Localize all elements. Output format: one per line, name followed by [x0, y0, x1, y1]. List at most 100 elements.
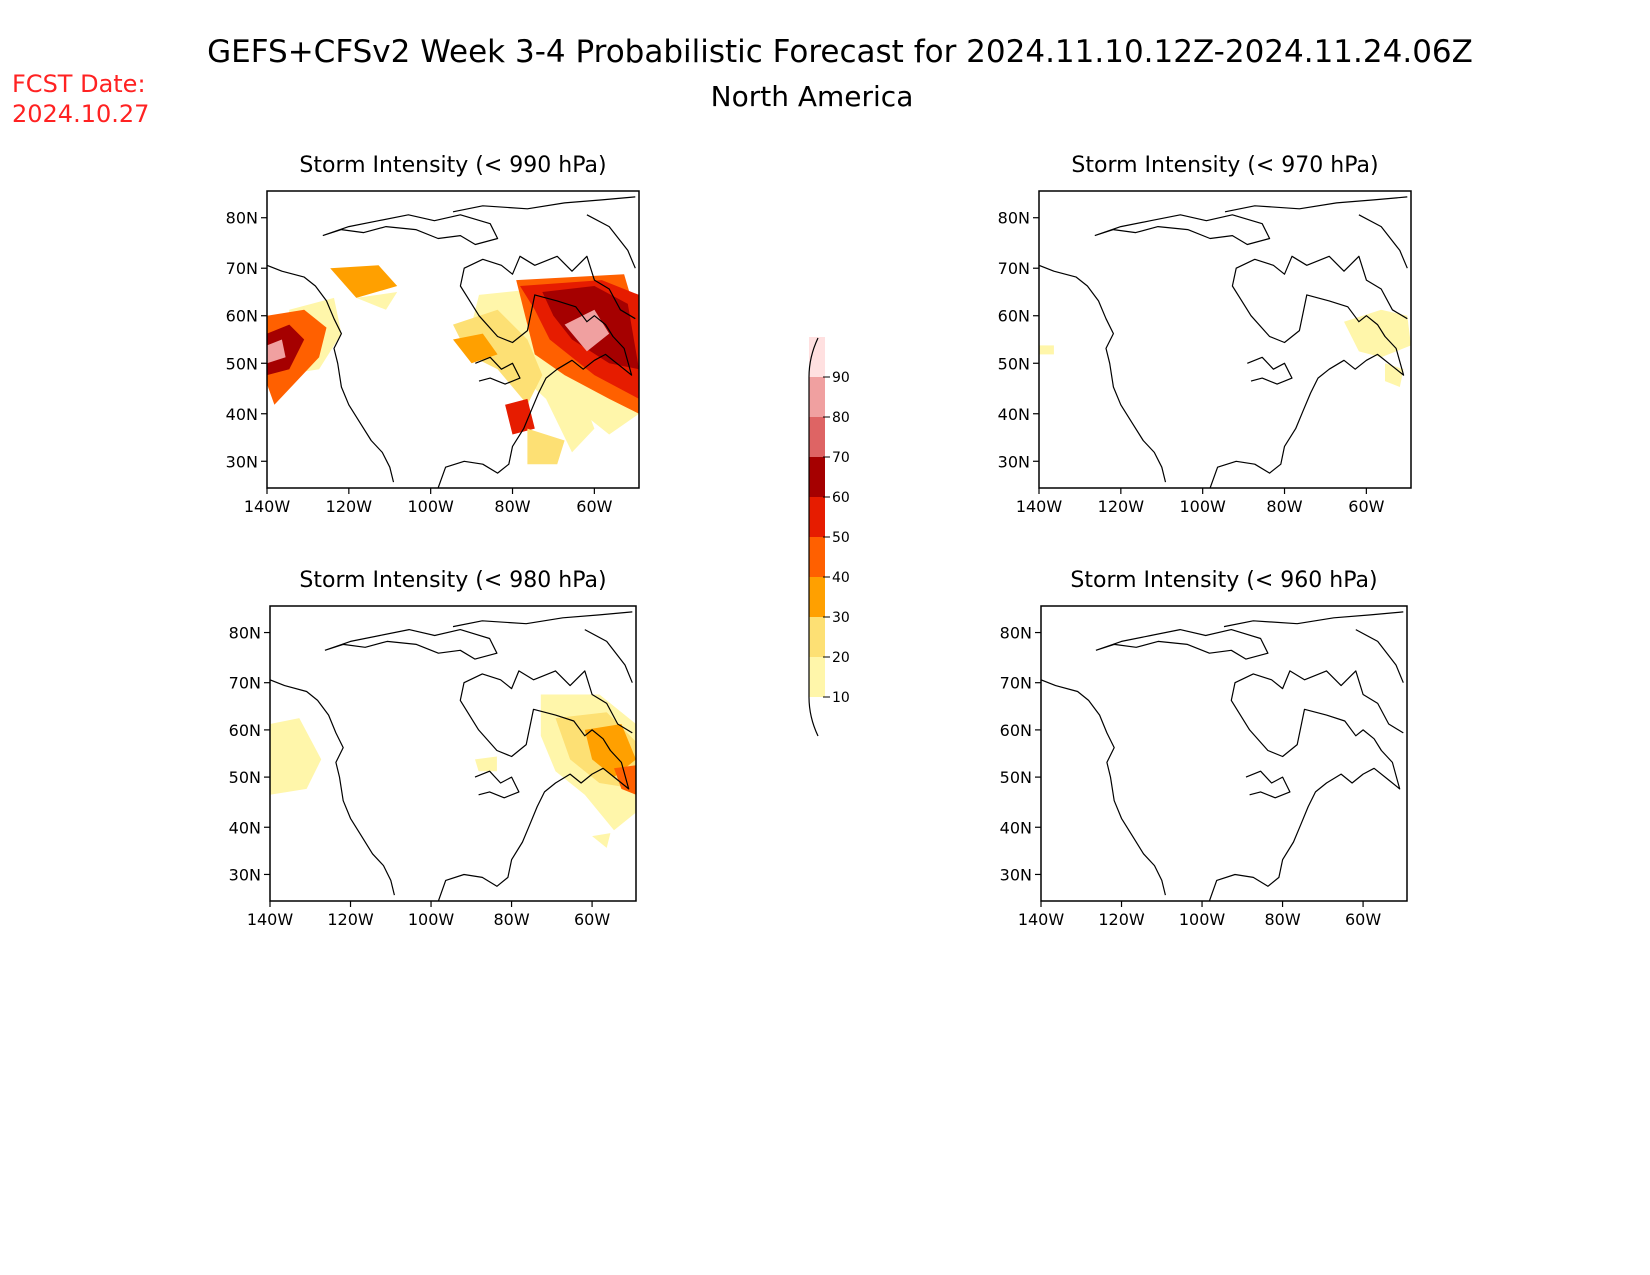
panel-storm-960: Storm Intensity (< 960 hPa) 80N 70N 60N 50N 4…: [1000, 568, 1408, 929]
panel-storm-980: Storm Intensity (< 980 hPa) 80N 70N 60N 50N 4…: [229, 568, 637, 929]
lat-label: 50N: [998, 354, 1030, 373]
panel-storm-990: Storm Intensity (< 990 hPa) 80N 70N 60N 50N 4…: [226, 153, 640, 516]
lon-label: 80W: [493, 910, 529, 929]
lon-label: 140W: [1018, 910, 1065, 929]
colorbar-outline: [808, 337, 819, 737]
probability-region: [1344, 309, 1411, 358]
colorbar-swatch: [809, 497, 825, 537]
lon-label: 120W: [1098, 497, 1145, 516]
coastline: [270, 611, 633, 901]
colorbar-swatch: [809, 617, 825, 657]
probability-fill: [1039, 309, 1411, 387]
lat-label: 30N: [1000, 865, 1032, 884]
lat-label: 40N: [229, 818, 261, 837]
panel-title: Storm Intensity (< 980 hPa): [299, 568, 606, 593]
coastline: [1041, 611, 1404, 901]
figure-subtitle: North America: [711, 80, 914, 113]
fcst-date: 2024.10.27: [12, 100, 149, 128]
lat-label: 80N: [226, 209, 258, 228]
map-frame: [266, 190, 640, 489]
colorbar-label: 90: [832, 370, 850, 386]
lon-label: 100W: [408, 910, 455, 929]
colorbar-swatch: [809, 657, 825, 697]
lat-label: 80N: [998, 209, 1030, 228]
lon-label: 60W: [1345, 910, 1381, 929]
lon-label: 140W: [247, 910, 294, 929]
panel-title: Storm Intensity (< 990 hPa): [299, 153, 606, 178]
colorbar-swatch: [809, 337, 825, 377]
colorbar-legend: 10 20 30 40 50 60 70 80 90: [808, 337, 850, 737]
lon-label: 140W: [1016, 497, 1063, 516]
lat-label: 60N: [229, 721, 261, 740]
lon-label: 60W: [574, 910, 610, 929]
probability-region: [1385, 363, 1404, 387]
colorbar-swatch: [809, 457, 825, 497]
colorbar-label: 50: [832, 530, 850, 546]
lat-label: 30N: [226, 452, 258, 471]
colorbar-swatch: [809, 377, 825, 417]
lon-label: 120W: [1098, 910, 1145, 929]
lon-label: 140W: [244, 497, 291, 516]
map-frame: [1038, 190, 1412, 489]
map-frame: [269, 605, 637, 902]
lon-label: 60W: [576, 497, 612, 516]
coastline: [1039, 196, 1408, 488]
lat-label: 50N: [1000, 768, 1032, 787]
lat-label: 70N: [229, 674, 261, 693]
lat-label: 40N: [1000, 818, 1032, 837]
colorbar-label: 30: [832, 610, 850, 626]
probability-region: [592, 833, 611, 848]
lon-label: 120W: [327, 910, 374, 929]
lat-label: 80N: [1000, 624, 1032, 643]
panel-title: Storm Intensity (< 970 hPa): [1071, 153, 1378, 178]
probability-region: [270, 718, 322, 795]
colorbar-top-arrow: [809, 337, 825, 338]
lat-label: 60N: [998, 307, 1030, 326]
lon-label: 80W: [494, 497, 530, 516]
lat-label: 30N: [229, 865, 261, 884]
colorbar-swatch: [809, 537, 825, 577]
colorbar-swatch: [809, 577, 825, 617]
probability-region: [356, 292, 398, 310]
colorbar-label: 60: [832, 490, 850, 506]
colorbar-label: 40: [832, 570, 850, 586]
probability-region: [527, 428, 565, 465]
lat-label: 50N: [229, 768, 261, 787]
probability-region: [505, 398, 535, 435]
coastline: [267, 196, 636, 488]
lon-label: 100W: [1179, 910, 1226, 929]
colorbar-label: 70: [832, 450, 850, 466]
lat-label: 40N: [998, 405, 1030, 424]
probability-region: [1039, 345, 1054, 355]
colorbar-label: 10: [832, 690, 850, 706]
lat-label: 40N: [226, 405, 258, 424]
probability-region: [614, 765, 636, 795]
probability-region: [330, 265, 398, 298]
lat-label: 70N: [998, 259, 1030, 278]
probability-region: [453, 309, 543, 405]
fcst-label: FCST Date:: [12, 70, 146, 98]
lon-label: 100W: [1180, 497, 1227, 516]
panel-title: Storm Intensity (< 960 hPa): [1070, 568, 1377, 593]
lon-label: 100W: [408, 497, 455, 516]
lat-label: 60N: [226, 307, 258, 326]
colorbar-swatch: [809, 417, 825, 457]
figure-title: GEFS+CFSv2 Week 3-4 Probabilistic Foreca…: [207, 34, 1473, 70]
probability-fill: [267, 265, 639, 465]
probability-region: [475, 756, 497, 772]
map-frame: [1040, 605, 1408, 902]
lat-label: 60N: [1000, 721, 1032, 740]
colorbar-label: 20: [832, 650, 850, 666]
panel-storm-970: Storm Intensity (< 970 hPa) 80N 70N 60N 50N 4…: [998, 153, 1412, 516]
lon-label: 80W: [1266, 497, 1302, 516]
lat-label: 30N: [998, 452, 1030, 471]
colorbar-bottom-arrow: [809, 697, 825, 736]
probability-region: [564, 309, 610, 352]
lat-label: 50N: [226, 354, 258, 373]
lat-label: 80N: [229, 624, 261, 643]
probability-fill: [270, 694, 636, 848]
probability-region: [267, 324, 305, 376]
lon-label: 80W: [1264, 910, 1300, 929]
lat-label: 70N: [1000, 674, 1032, 693]
